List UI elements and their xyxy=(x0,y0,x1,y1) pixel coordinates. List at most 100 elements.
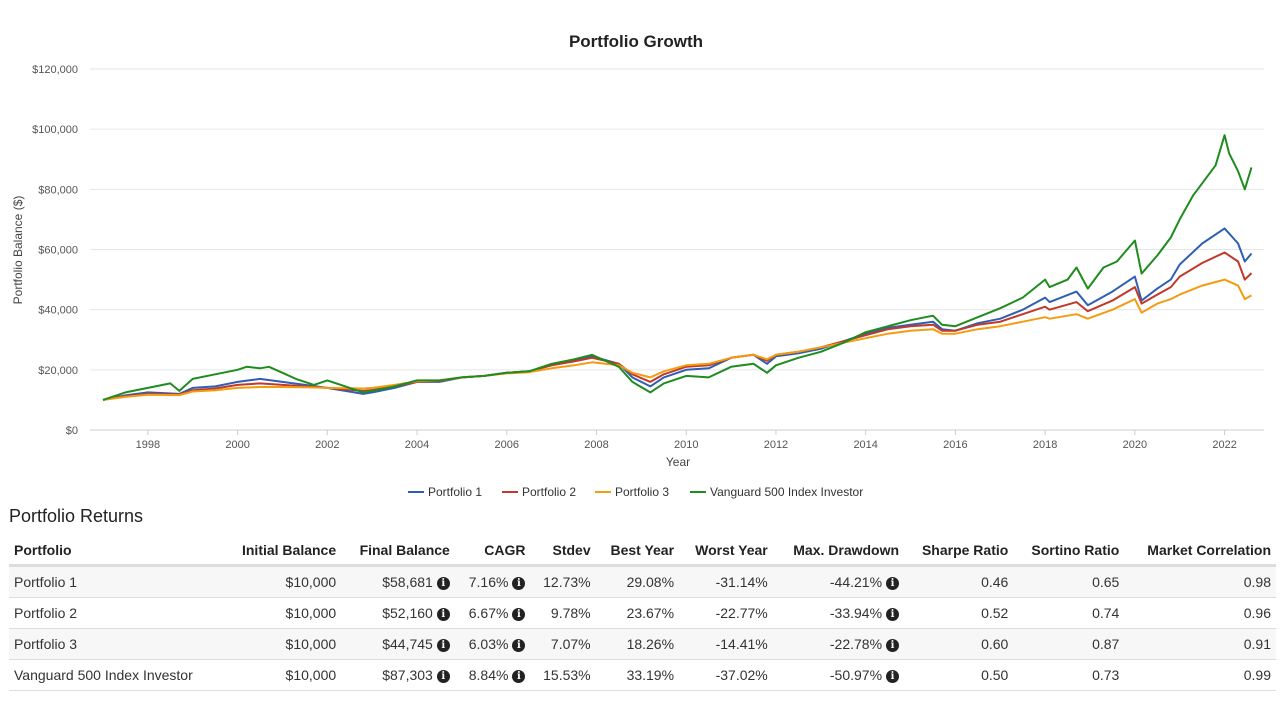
info-icon[interactable]: i xyxy=(886,577,900,590)
info-icon[interactable]: i xyxy=(512,639,526,652)
column-header: Max. Drawdown xyxy=(772,536,905,567)
cell-value: Portfolio 3 xyxy=(14,636,78,652)
cell-value: $44,745 xyxy=(382,636,433,652)
series-line-1 xyxy=(102,227,1253,401)
column-header: Stdev xyxy=(530,536,596,567)
table-cell: -33.94% i xyxy=(772,597,905,629)
table-row: Portfolio 3 $10,000 $44,745 i 6.03% i 7.07% 18.… xyxy=(9,628,1276,660)
x-tick-label: 2014 xyxy=(853,439,877,451)
table-row: Portfolio 2 $10,000 $52,160 i 6.67% i 9.78% 23.… xyxy=(9,597,1276,629)
cell-value: $10,000 xyxy=(285,667,337,683)
cell-value: 0.98 xyxy=(1243,574,1271,590)
table-cell: 12.73% xyxy=(530,565,596,598)
table-cell: 0.99 xyxy=(1124,659,1276,691)
cell-value: $87,303 xyxy=(382,667,433,683)
info-icon[interactable]: i xyxy=(436,670,450,683)
info-icon[interactable]: i xyxy=(512,670,526,683)
cell-value: $10,000 xyxy=(285,636,337,652)
table-cell: 0.60 xyxy=(904,628,1014,660)
column-header: Sharpe Ratio xyxy=(904,536,1014,567)
table-header-row: Portfolio Initial Balance Final Balance CAG… xyxy=(9,536,1276,567)
cell-value: 0.46 xyxy=(981,574,1009,590)
table-cell: Portfolio 3 xyxy=(9,628,224,660)
table-cell: 0.96 xyxy=(1124,597,1276,629)
table-cell: 0.46 xyxy=(904,565,1014,598)
table-cell: -50.97% i xyxy=(772,659,905,691)
x-tick-label: 2012 xyxy=(764,439,788,451)
table-cell: $10,000 xyxy=(223,659,342,691)
cell-value: 0.87 xyxy=(1092,636,1120,652)
x-tick-label: 2006 xyxy=(495,439,519,451)
cell-value: 0.96 xyxy=(1243,605,1271,621)
info-icon[interactable]: i xyxy=(512,608,526,621)
series-line-3 xyxy=(102,278,1252,401)
table-cell: 0.50 xyxy=(904,659,1014,691)
info-icon[interactable]: i xyxy=(886,670,900,683)
y-axis-label: Portfolio Balance ($) xyxy=(11,196,25,305)
table-cell: 33.19% xyxy=(595,659,680,691)
x-tick-label: 2018 xyxy=(1033,439,1057,451)
table-cell: 7.07% xyxy=(530,628,596,660)
cell-value: 0.52 xyxy=(981,605,1009,621)
cell-value: 18.26% xyxy=(626,636,675,652)
column-header: CAGR xyxy=(454,536,531,567)
cell-value: Portfolio 2 xyxy=(14,605,78,621)
cell-value: 6.67% xyxy=(468,605,509,621)
table-cell: -22.78% i xyxy=(772,628,905,660)
table-cell: $10,000 xyxy=(223,565,342,598)
info-icon[interactable]: i xyxy=(436,639,450,652)
series-line-4 xyxy=(102,134,1253,401)
cell-value: -14.41% xyxy=(715,636,768,652)
x-tick-label: 2020 xyxy=(1123,439,1147,451)
cell-value: 0.73 xyxy=(1092,667,1120,683)
x-axis-label: Year xyxy=(666,455,690,469)
x-tick-label: 1998 xyxy=(136,439,160,451)
table-cell: 8.84% i xyxy=(454,659,531,691)
info-icon[interactable]: i xyxy=(436,577,450,590)
table-row: Vanguard 500 Index Investor $10,000 $87,30… xyxy=(9,659,1276,691)
cell-value: -37.02% xyxy=(715,667,768,683)
column-header: Final Balance xyxy=(341,536,455,567)
info-icon[interactable]: i xyxy=(886,639,900,652)
portfolio-returns-title: Portfolio Returns xyxy=(9,506,144,526)
cell-value: 8.84% xyxy=(468,667,509,683)
table-cell: 0.91 xyxy=(1124,628,1276,660)
x-tick-label: 2022 xyxy=(1212,439,1236,451)
cell-value: 0.99 xyxy=(1243,667,1271,683)
info-icon[interactable]: i xyxy=(512,577,526,590)
y-tick-label: $100,000 xyxy=(32,124,78,136)
cell-value: 6.03% xyxy=(468,636,509,652)
table-cell: 0.98 xyxy=(1124,565,1276,598)
legend-item: Portfolio 2 xyxy=(522,485,576,499)
cell-value: -22.77% xyxy=(715,605,768,621)
table-cell: 7.16% i xyxy=(454,565,531,598)
column-header: Worst Year xyxy=(679,536,773,567)
table-cell: 0.52 xyxy=(904,597,1014,629)
table-cell: 6.03% i xyxy=(454,628,531,660)
cell-value: Vanguard 500 Index Investor xyxy=(14,667,193,683)
cell-value: 12.73% xyxy=(543,574,591,590)
y-tick-label: $60,000 xyxy=(38,245,78,257)
table-cell: Portfolio 2 xyxy=(9,597,224,629)
column-header: Portfolio xyxy=(9,536,224,567)
info-icon[interactable]: i xyxy=(436,608,450,621)
table-cell: $58,681 i xyxy=(341,565,455,598)
info-icon[interactable]: i xyxy=(886,608,900,621)
table-cell: -37.02% xyxy=(679,659,773,691)
x-tick-label: 2002 xyxy=(315,439,339,451)
legend-item: Portfolio 3 xyxy=(615,485,669,499)
cell-value: 0.65 xyxy=(1092,574,1120,590)
table-cell: 29.08% xyxy=(595,565,680,598)
portfolio-growth-chart: Portfolio Growth $0 $20,000 $40,000 $60,000 $… xyxy=(11,32,1264,499)
cell-value: 29.08% xyxy=(626,574,675,590)
table-cell: -14.41% xyxy=(679,628,773,660)
cell-value: 9.78% xyxy=(550,605,591,621)
cell-value: $10,000 xyxy=(285,574,337,590)
x-tick-label: 2008 xyxy=(584,439,608,451)
table-cell: $87,303 i xyxy=(341,659,455,691)
cell-value: 0.91 xyxy=(1243,636,1271,652)
table-cell: 9.78% xyxy=(530,597,596,629)
portfolio-returns-table: Portfolio Initial Balance Final Balance CAG… xyxy=(9,536,1276,691)
y-tick-label: $20,000 xyxy=(38,365,78,377)
column-header: Market Correlation xyxy=(1124,536,1276,567)
